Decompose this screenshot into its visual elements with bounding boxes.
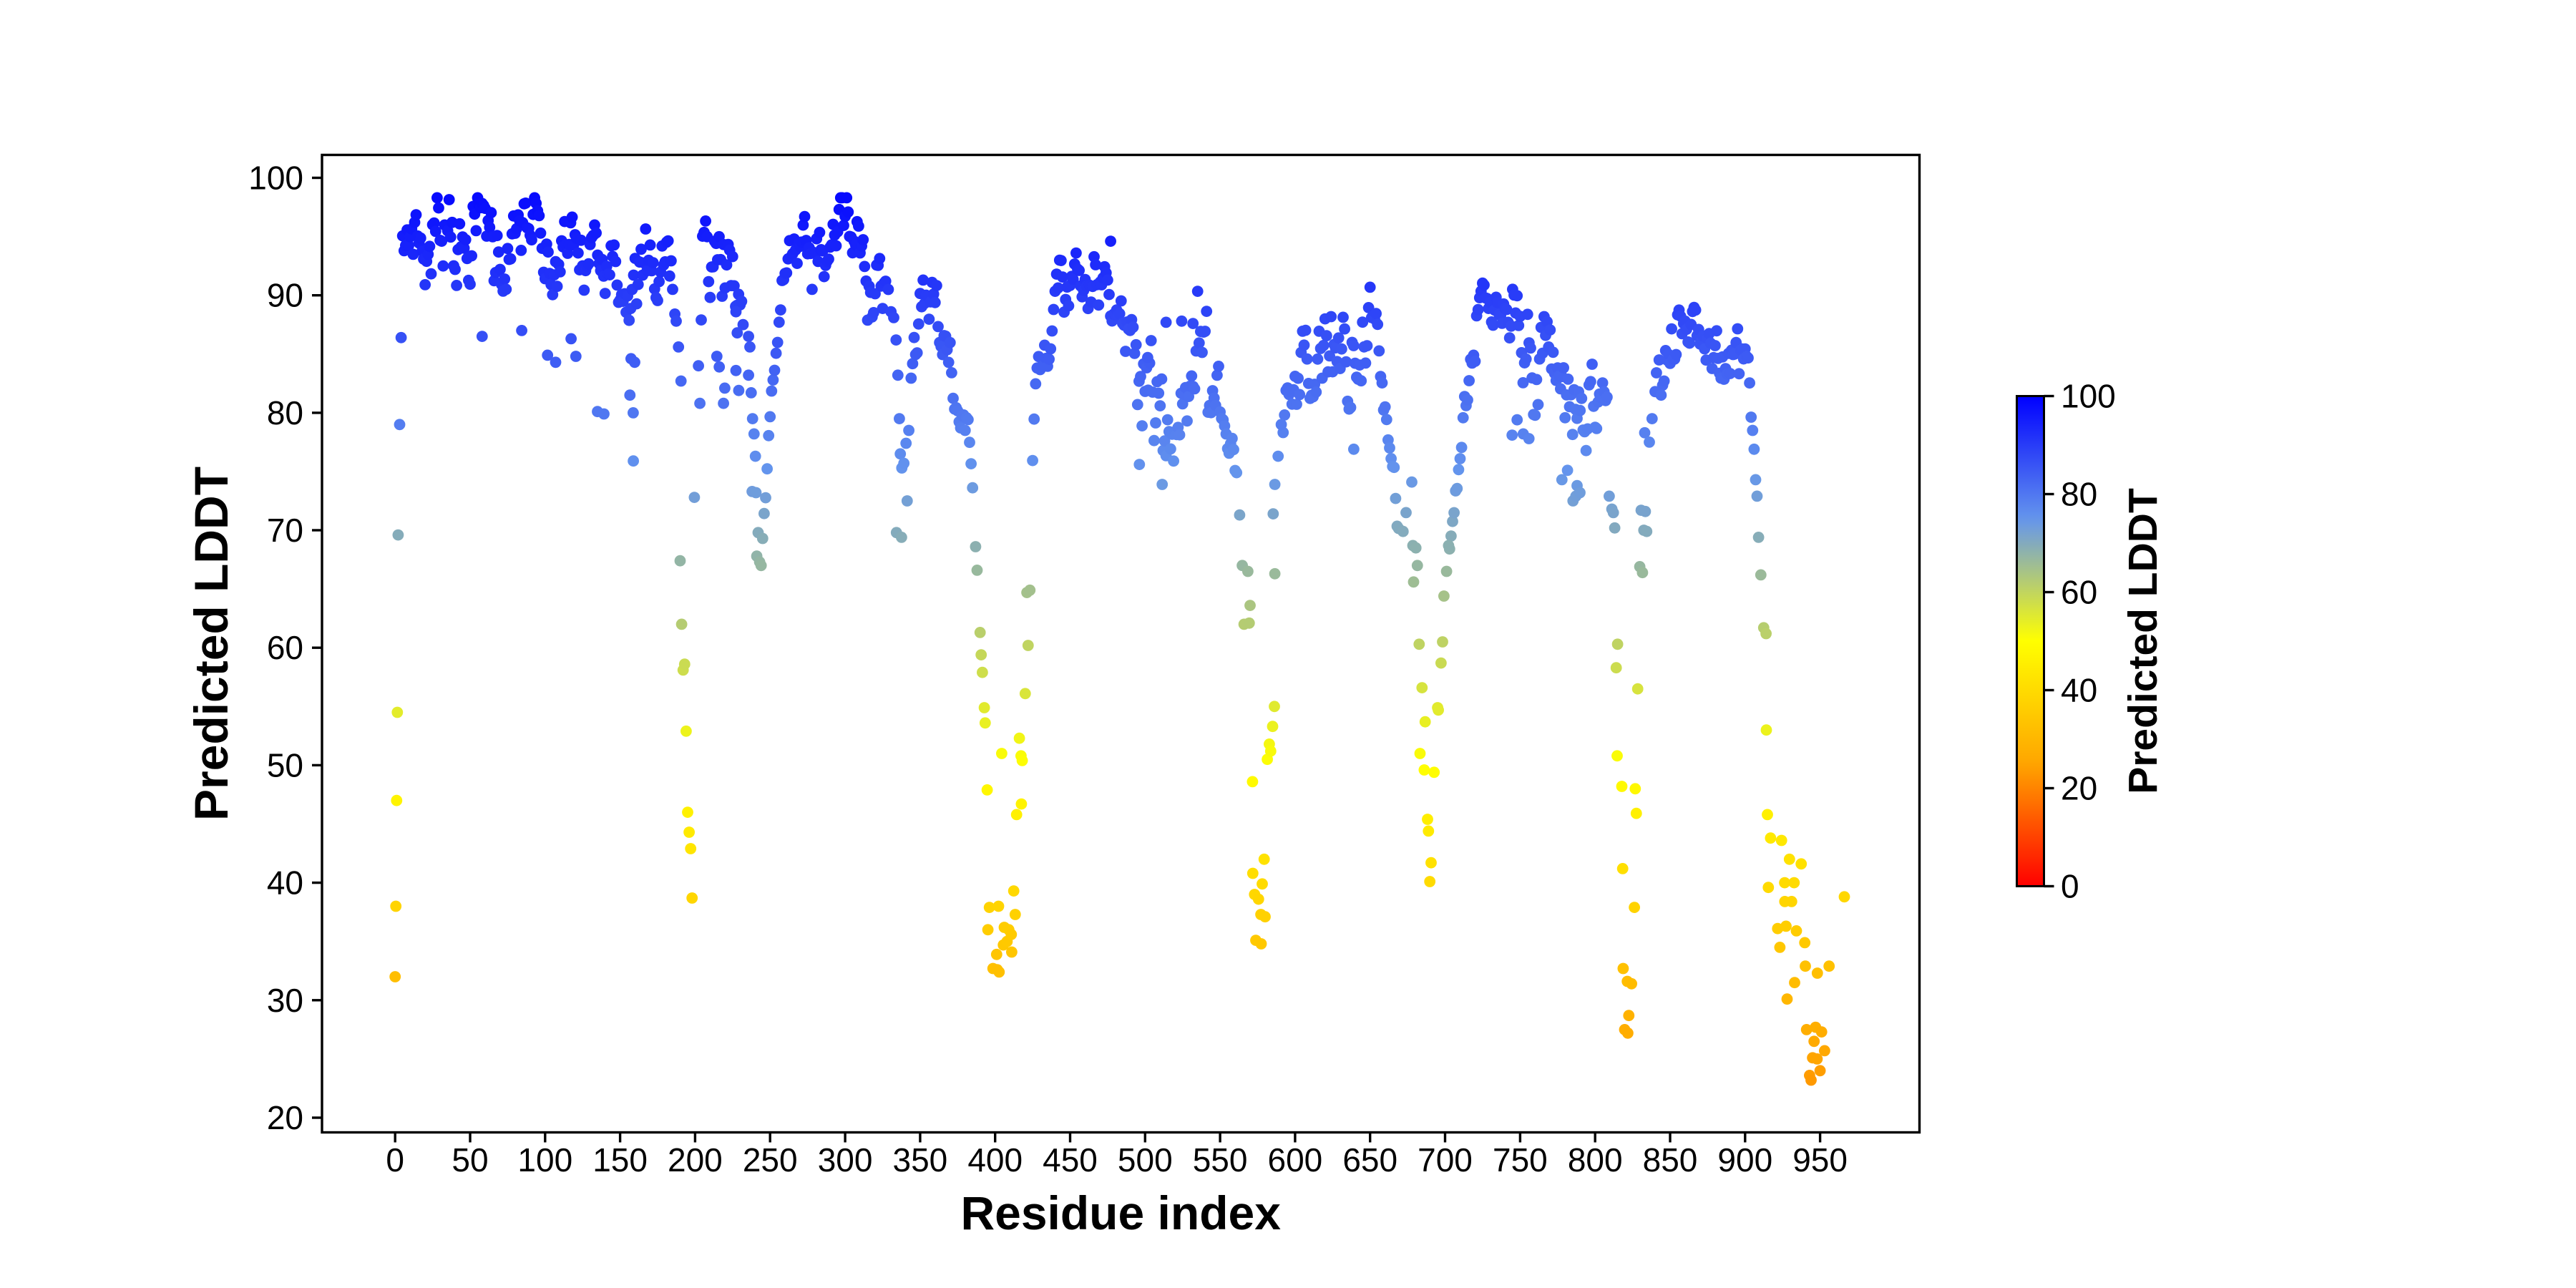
svg-text:Predicted LDDT: Predicted LDDT: [185, 467, 238, 821]
svg-text:100: 100: [248, 160, 303, 197]
svg-text:90: 90: [267, 277, 303, 314]
svg-text:0: 0: [2061, 868, 2079, 905]
svg-text:40: 40: [267, 864, 303, 902]
svg-text:80: 80: [2061, 476, 2097, 513]
svg-text:700: 700: [1418, 1141, 1473, 1179]
svg-text:Predicted LDDT: Predicted LDDT: [2120, 488, 2166, 794]
svg-text:80: 80: [267, 394, 303, 431]
svg-text:60: 60: [267, 629, 303, 666]
svg-text:400: 400: [967, 1141, 1023, 1179]
svg-text:50: 50: [452, 1141, 488, 1179]
svg-text:200: 200: [668, 1141, 723, 1179]
svg-text:800: 800: [1568, 1141, 1623, 1179]
svg-text:250: 250: [743, 1141, 798, 1179]
svg-text:900: 900: [1717, 1141, 1772, 1179]
svg-text:100: 100: [2061, 378, 2116, 415]
svg-text:600: 600: [1268, 1141, 1323, 1179]
svg-text:100: 100: [517, 1141, 572, 1179]
svg-text:0: 0: [386, 1141, 404, 1179]
svg-text:20: 20: [2061, 770, 2097, 807]
svg-text:450: 450: [1043, 1141, 1098, 1179]
svg-text:550: 550: [1193, 1141, 1248, 1179]
svg-text:70: 70: [267, 512, 303, 549]
svg-text:950: 950: [1792, 1141, 1848, 1179]
svg-text:500: 500: [1118, 1141, 1173, 1179]
svg-text:300: 300: [818, 1141, 873, 1179]
svg-text:20: 20: [267, 1099, 303, 1136]
svg-text:Residue index: Residue index: [960, 1186, 1281, 1239]
svg-text:50: 50: [267, 746, 303, 784]
svg-text:350: 350: [893, 1141, 948, 1179]
svg-text:850: 850: [1643, 1141, 1698, 1179]
svg-text:30: 30: [267, 982, 303, 1019]
svg-text:60: 60: [2061, 574, 2097, 611]
svg-text:750: 750: [1493, 1141, 1548, 1179]
svg-text:150: 150: [592, 1141, 648, 1179]
svg-text:650: 650: [1342, 1141, 1397, 1179]
svg-text:40: 40: [2061, 672, 2097, 709]
